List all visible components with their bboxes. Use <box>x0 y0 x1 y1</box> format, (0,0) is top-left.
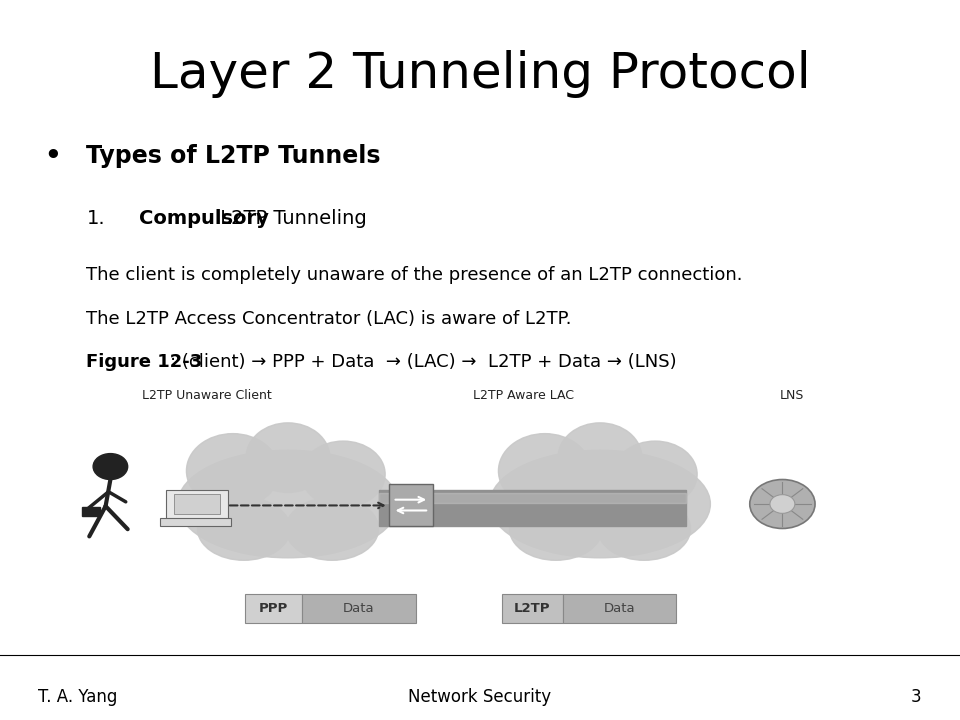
Ellipse shape <box>490 450 710 558</box>
Bar <box>302 594 416 623</box>
Bar <box>174 494 220 514</box>
Ellipse shape <box>510 498 602 560</box>
Text: Network Security: Network Security <box>408 688 552 706</box>
Text: 1.: 1. <box>86 209 105 228</box>
Ellipse shape <box>613 441 697 508</box>
Text: L2TP: L2TP <box>514 602 551 615</box>
Bar <box>379 490 686 526</box>
Text: L2TP Unaware Client: L2TP Unaware Client <box>141 389 272 402</box>
Text: Data: Data <box>604 602 635 615</box>
Bar <box>379 493 686 503</box>
Ellipse shape <box>301 441 385 508</box>
Text: Compulsory: Compulsory <box>139 209 269 228</box>
Ellipse shape <box>498 433 591 508</box>
Text: : (client) → PPP + Data  → (LAC) →  L2TP + Data → (LNS): : (client) → PPP + Data → (LAC) → L2TP +… <box>170 353 677 371</box>
Bar <box>245 594 302 623</box>
Ellipse shape <box>198 498 290 560</box>
Ellipse shape <box>558 423 642 492</box>
Text: L2TP Aware LAC: L2TP Aware LAC <box>472 389 574 402</box>
Bar <box>82 507 100 516</box>
Ellipse shape <box>286 498 378 560</box>
Text: Layer 2 Tunneling Protocol: Layer 2 Tunneling Protocol <box>150 50 810 99</box>
Text: 3: 3 <box>911 688 922 706</box>
Text: L2TP Tunneling: L2TP Tunneling <box>214 209 367 228</box>
Ellipse shape <box>246 423 330 492</box>
Bar <box>166 490 228 520</box>
Circle shape <box>750 480 815 528</box>
Circle shape <box>93 454 128 480</box>
Text: LNS: LNS <box>780 389 804 402</box>
Ellipse shape <box>598 498 690 560</box>
Text: Figure 12-3: Figure 12-3 <box>86 353 203 371</box>
Text: T. A. Yang: T. A. Yang <box>38 688 118 706</box>
Text: Types of L2TP Tunnels: Types of L2TP Tunnels <box>86 144 381 168</box>
Circle shape <box>770 495 795 513</box>
Text: The L2TP Access Concentrator (LAC) is aware of L2TP.: The L2TP Access Concentrator (LAC) is aw… <box>86 310 572 328</box>
Ellipse shape <box>178 450 398 558</box>
Bar <box>502 594 563 623</box>
Bar <box>389 484 433 526</box>
Text: •: • <box>44 144 61 170</box>
Text: The client is completely unaware of the presence of an L2TP connection.: The client is completely unaware of the … <box>86 266 743 284</box>
Text: PPP: PPP <box>259 602 288 615</box>
Bar <box>160 518 231 526</box>
Text: Data: Data <box>344 602 374 615</box>
Ellipse shape <box>186 433 279 508</box>
Bar <box>563 594 676 623</box>
